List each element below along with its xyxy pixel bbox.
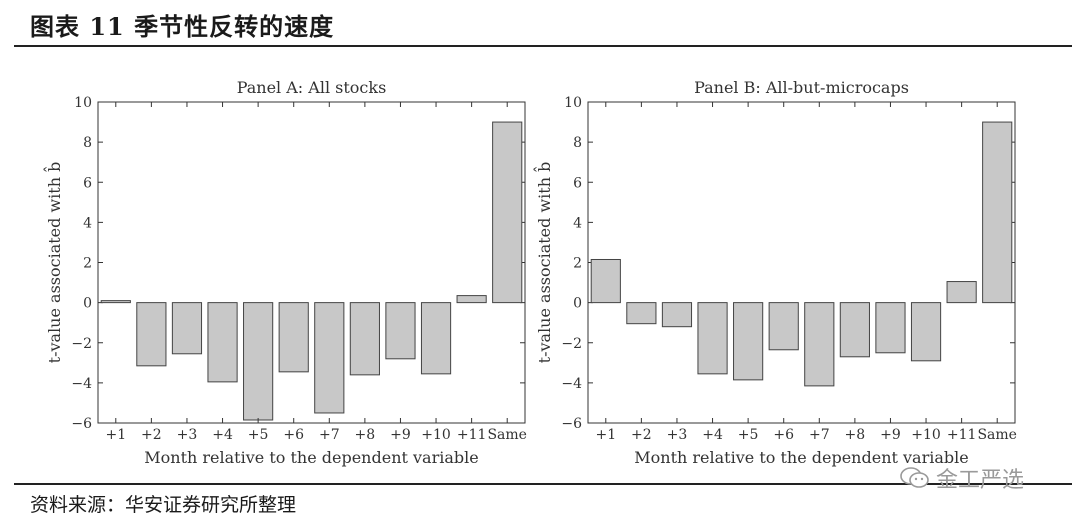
y-tick-label: 6: [83, 175, 92, 191]
plot-frame: [587, 101, 1016, 424]
x-tick-label: +1: [105, 427, 126, 443]
y-tick-label: 8: [83, 135, 92, 151]
bar-7: [314, 302, 345, 414]
x-tick-label: +1: [595, 427, 616, 443]
bar-2: [136, 302, 167, 367]
x-tick-label: +10: [421, 427, 451, 443]
x-tick-label: +6: [773, 427, 794, 443]
y-tick-label: 2: [573, 256, 582, 272]
x-axis-label: Month relative to the dependent variable: [144, 448, 478, 467]
bar-12: [982, 121, 1013, 304]
y-tick-label: 0: [573, 296, 582, 312]
bottom-rule: [14, 483, 1072, 485]
x-tick-label: +11: [947, 427, 977, 443]
x-tick-label: +2: [631, 427, 652, 443]
y-tick-label: 6: [573, 175, 582, 191]
bar-8: [839, 302, 870, 358]
x-tick-label: Same: [977, 427, 1017, 443]
bar-2: [626, 302, 657, 325]
x-tick-label: +10: [911, 427, 941, 443]
watermark-text: 金工严选: [936, 468, 1025, 493]
bar-3: [171, 302, 203, 355]
y-tick-label: 4: [83, 215, 92, 231]
y-tick-label: 0: [83, 296, 92, 312]
bar-4: [207, 302, 238, 383]
x-tick-label: +5: [738, 427, 759, 443]
y-axis-label: t-value associated with b̂: [534, 162, 554, 364]
y-tick-label: −6: [561, 416, 582, 432]
x-axis-label: Month relative to the dependent variable: [634, 448, 968, 467]
x-tick-label: +9: [880, 427, 901, 443]
panel-a-chart: Panel A: All stocks −6 −4 −2 0 2 4 6 8 10 +1 +2 +3 +4…: [44, 78, 527, 467]
bar-10: [420, 302, 452, 375]
x-tick-label: +5: [248, 427, 269, 443]
bar-8: [349, 302, 380, 376]
bar-11: [456, 295, 487, 304]
bar-12: [492, 121, 523, 304]
bar-11: [946, 281, 977, 304]
x-tick-label: +3: [177, 427, 198, 443]
y-axis-label: t-value associated with b̂: [44, 162, 64, 364]
bar-10: [910, 302, 942, 362]
x-tick-label: +4: [212, 427, 233, 443]
source-note: 资料来源：华安证券研究所整理: [30, 494, 297, 516]
watermark: 金工严选: [900, 462, 1024, 494]
bar-4: [697, 302, 728, 375]
y-tick-label: −2: [71, 336, 92, 352]
panel-title: Panel A: All stocks: [237, 78, 387, 97]
bar-9: [385, 302, 416, 360]
x-tick-label: +4: [702, 427, 723, 443]
x-tick-label: +3: [667, 427, 688, 443]
plot-frame: [97, 101, 526, 424]
bar-1: [100, 300, 131, 304]
y-tick-label: 4: [573, 215, 582, 231]
y-tick-label: 8: [573, 135, 582, 151]
x-tick-label: +8: [845, 427, 866, 443]
x-tick-label: +9: [390, 427, 411, 443]
bar-6: [278, 302, 309, 373]
x-tick-label: +7: [319, 427, 340, 443]
panel-title: Panel B: All-but-microcaps: [694, 78, 909, 97]
y-tick-label: 10: [74, 95, 92, 111]
bar-9: [875, 302, 906, 354]
bar-5: [243, 302, 274, 421]
x-tick-label: +6: [283, 427, 304, 443]
x-tick-label: Same: [487, 427, 527, 443]
top-rule: [14, 45, 1072, 47]
bar-3: [661, 302, 693, 328]
y-tick-label: −6: [71, 416, 92, 432]
bar-1: [590, 258, 621, 304]
y-tick-label: −2: [561, 336, 582, 352]
y-tick-label: −4: [71, 376, 92, 392]
x-tick-label: +7: [809, 427, 830, 443]
bar-7: [804, 302, 835, 387]
y-tick-label: 10: [564, 95, 582, 111]
y-tick-label: −4: [561, 376, 582, 392]
wechat-icon: [900, 467, 929, 488]
x-tick-label: +8: [355, 427, 376, 443]
x-tick-label: +11: [457, 427, 487, 443]
y-tick-label: 2: [83, 256, 92, 272]
bar-5: [733, 302, 764, 381]
panel-b-chart: Panel B: All-but-microcaps −6 −4 −2 0 2 4 6 8 10 +…: [534, 78, 1017, 467]
figure-title: 图表 11 季节性反转的速度: [30, 12, 335, 41]
bar-6: [768, 302, 799, 351]
x-tick-label: +2: [141, 427, 162, 443]
